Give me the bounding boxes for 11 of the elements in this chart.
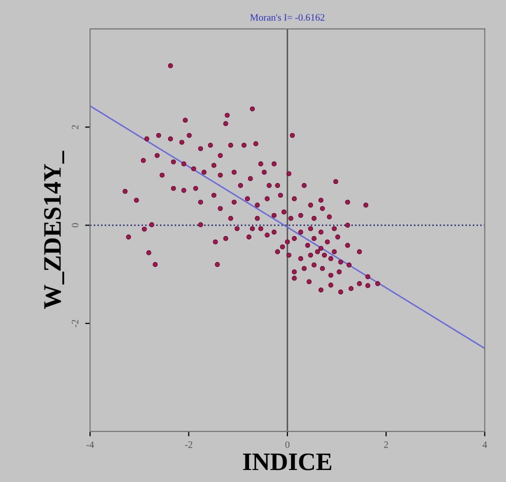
- y-axis-title: W_ZDES14Y_: [44, 150, 64, 309]
- x-tick-label: 4: [482, 441, 488, 448]
- y-tick-label: -2: [72, 320, 78, 328]
- x-tick-label: -2: [185, 441, 192, 448]
- x-tick-label: 2: [384, 441, 388, 448]
- x-axis-title: INDICE: [243, 454, 332, 470]
- x-tick-label: -4: [86, 441, 94, 448]
- chart-title: Moran's I= -0.6162: [250, 14, 324, 21]
- y-tick-label: 2: [72, 125, 78, 130]
- y-tick-label: 0: [72, 223, 78, 228]
- x-tick-label: 0: [285, 441, 290, 448]
